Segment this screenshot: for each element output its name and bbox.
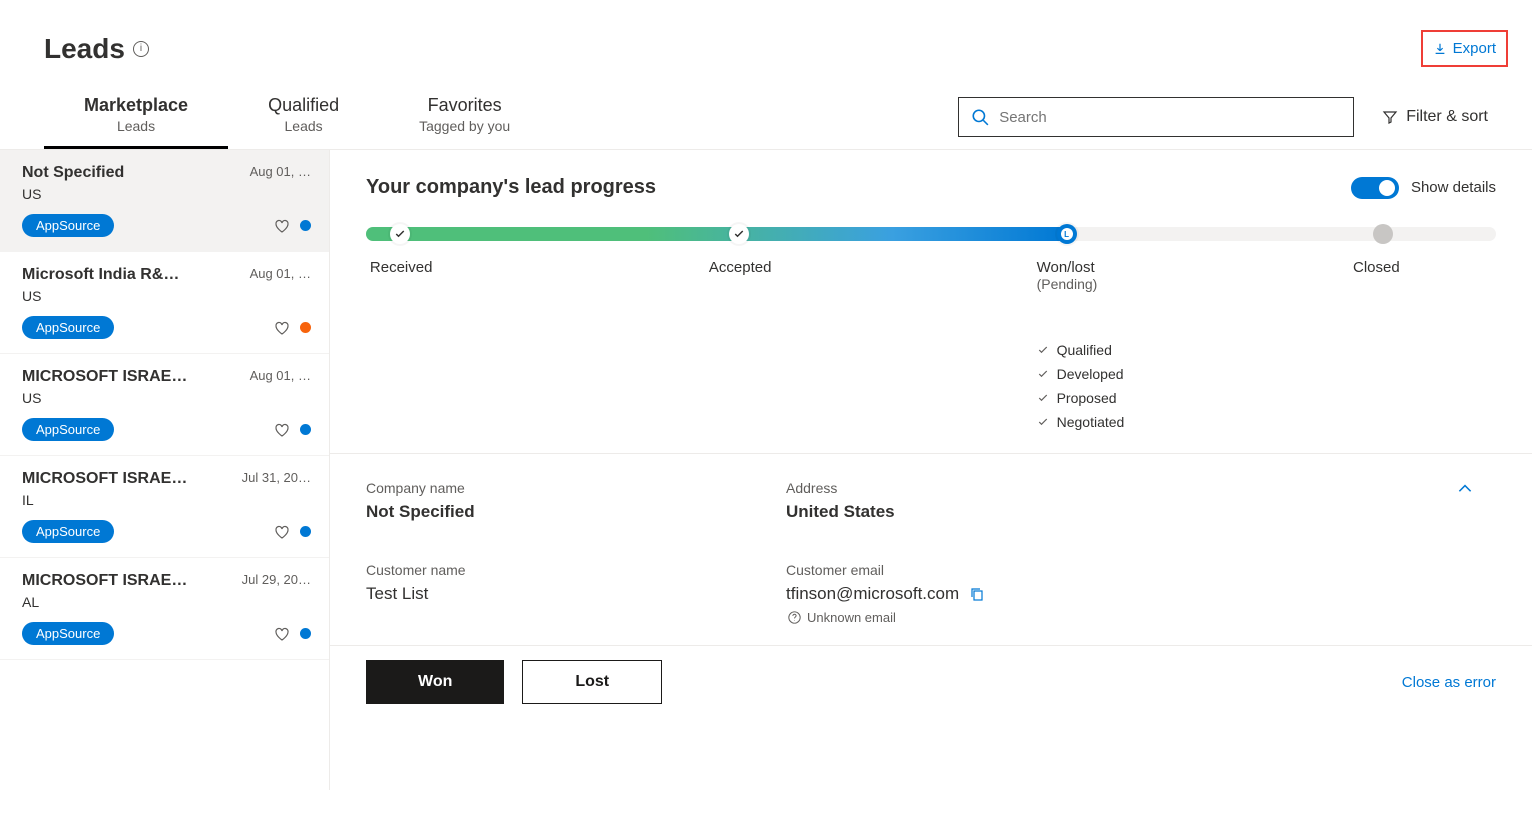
progress-substage: Qualified bbox=[1037, 342, 1125, 358]
customer-email-value: tfinson@microsoft.com bbox=[786, 584, 959, 604]
lead-name: MICROSOFT ISRAE… bbox=[22, 572, 187, 590]
progress-title: Your company's lead progress bbox=[366, 176, 656, 199]
status-dot bbox=[300, 526, 311, 537]
address-value: United States bbox=[786, 502, 1456, 522]
progress-node: L bbox=[1057, 224, 1077, 244]
lost-button[interactable]: Lost bbox=[522, 660, 662, 704]
unknown-email-label: Unknown email bbox=[807, 610, 896, 625]
lead-item[interactable]: Not Specified Aug 01, … US AppSource bbox=[0, 150, 329, 252]
customer-name-label: Customer name bbox=[366, 562, 786, 578]
page-title: Leads bbox=[44, 33, 125, 65]
export-label: Export bbox=[1453, 40, 1496, 57]
customer-name-value: Test List bbox=[366, 584, 786, 604]
tab-label: Qualified bbox=[268, 95, 339, 116]
status-dot bbox=[300, 220, 311, 231]
lead-location: AL bbox=[22, 594, 311, 610]
lead-source-tag: AppSource bbox=[22, 316, 114, 339]
lead-source-tag: AppSource bbox=[22, 418, 114, 441]
lead-date: Aug 01, … bbox=[250, 266, 311, 281]
customer-name-field: Customer name Test List bbox=[366, 562, 786, 625]
lead-source-tag: AppSource bbox=[22, 214, 114, 237]
progress-node bbox=[729, 224, 749, 244]
leads-sidebar[interactable]: Not Specified Aug 01, … US AppSource Mic… bbox=[0, 150, 330, 790]
favorite-icon[interactable] bbox=[274, 524, 290, 540]
lead-item[interactable]: MICROSOFT ISRAE… Aug 01, … US AppSource bbox=[0, 354, 329, 456]
lead-name: Microsoft India R&… bbox=[22, 266, 179, 284]
tab-marketplace[interactable]: Marketplace Leads bbox=[44, 85, 228, 149]
status-dot bbox=[300, 322, 311, 333]
favorite-icon[interactable] bbox=[274, 626, 290, 642]
status-dot bbox=[300, 628, 311, 639]
show-details-label: Show details bbox=[1411, 179, 1496, 196]
progress-node bbox=[390, 224, 410, 244]
company-name-label: Company name bbox=[366, 480, 786, 496]
lead-location: US bbox=[22, 390, 311, 406]
progress-substage: Negotiated bbox=[1037, 414, 1125, 430]
lead-date: Jul 31, 20… bbox=[242, 470, 311, 485]
lead-date: Aug 01, … bbox=[250, 164, 311, 179]
lead-name: Not Specified bbox=[22, 164, 124, 182]
filter-sort-label: Filter & sort bbox=[1406, 108, 1488, 126]
progress-stage-label: Accepted bbox=[709, 259, 772, 276]
lead-location: US bbox=[22, 288, 311, 304]
progress-substage: Proposed bbox=[1037, 390, 1125, 406]
lead-item[interactable]: MICROSOFT ISRAE… Jul 31, 20… IL AppSourc… bbox=[0, 456, 329, 558]
search-input[interactable] bbox=[999, 109, 1341, 126]
info-icon[interactable]: i bbox=[133, 41, 149, 57]
progress-track bbox=[366, 227, 1496, 241]
lead-date: Aug 01, … bbox=[250, 368, 311, 383]
progress-stage-label: Won/lost(Pending)QualifiedDevelopedPropo… bbox=[1037, 259, 1125, 438]
tab-sublabel: Tagged by you bbox=[419, 118, 510, 134]
customer-email-field: Customer email tfinson@microsoft.com Unk… bbox=[786, 562, 1456, 625]
export-button[interactable]: Export bbox=[1421, 30, 1508, 67]
progress-substage: Developed bbox=[1037, 366, 1125, 382]
tab-label: Favorites bbox=[419, 95, 510, 116]
favorite-icon[interactable] bbox=[274, 218, 290, 234]
favorite-icon[interactable] bbox=[274, 422, 290, 438]
lead-source-tag: AppSource bbox=[22, 520, 114, 543]
lead-item[interactable]: Microsoft India R&… Aug 01, … US AppSour… bbox=[0, 252, 329, 354]
close-as-error-link[interactable]: Close as error bbox=[1402, 674, 1496, 691]
tab-favorites[interactable]: Favorites Tagged by you bbox=[379, 85, 550, 149]
lead-item[interactable]: MICROSOFT ISRAE… Jul 29, 20… AL AppSourc… bbox=[0, 558, 329, 660]
progress-stage-label: Received bbox=[370, 259, 433, 276]
company-name-field: Company name Not Specified bbox=[366, 480, 786, 522]
progress-stage-label: Closed bbox=[1353, 259, 1400, 276]
lead-name: MICROSOFT ISRAE… bbox=[22, 470, 187, 488]
tab-sublabel: Leads bbox=[84, 118, 188, 134]
lead-source-tag: AppSource bbox=[22, 622, 114, 645]
tab-qualified[interactable]: Qualified Leads bbox=[228, 85, 379, 149]
lead-name: MICROSOFT ISRAE… bbox=[22, 368, 187, 386]
tab-label: Marketplace bbox=[84, 95, 188, 116]
address-label: Address bbox=[786, 480, 1456, 496]
copy-icon[interactable] bbox=[969, 586, 985, 602]
question-icon bbox=[788, 611, 801, 624]
filter-sort-button[interactable]: Filter & sort bbox=[1382, 108, 1488, 126]
favorite-icon[interactable] bbox=[274, 320, 290, 336]
progress-node bbox=[1373, 224, 1393, 244]
search-icon bbox=[971, 108, 989, 126]
address-field: Address United States bbox=[786, 480, 1456, 522]
customer-email-label: Customer email bbox=[786, 562, 1456, 578]
download-icon bbox=[1433, 42, 1447, 56]
search-box[interactable] bbox=[958, 97, 1354, 137]
lead-location: US bbox=[22, 186, 311, 202]
tab-sublabel: Leads bbox=[268, 118, 339, 134]
lead-location: IL bbox=[22, 492, 311, 508]
filter-icon bbox=[1382, 109, 1398, 125]
status-dot bbox=[300, 424, 311, 435]
company-name-value: Not Specified bbox=[366, 502, 786, 522]
won-button[interactable]: Won bbox=[366, 660, 504, 704]
lead-date: Jul 29, 20… bbox=[242, 572, 311, 587]
show-details-toggle[interactable] bbox=[1351, 177, 1399, 199]
collapse-icon[interactable] bbox=[1456, 480, 1474, 498]
